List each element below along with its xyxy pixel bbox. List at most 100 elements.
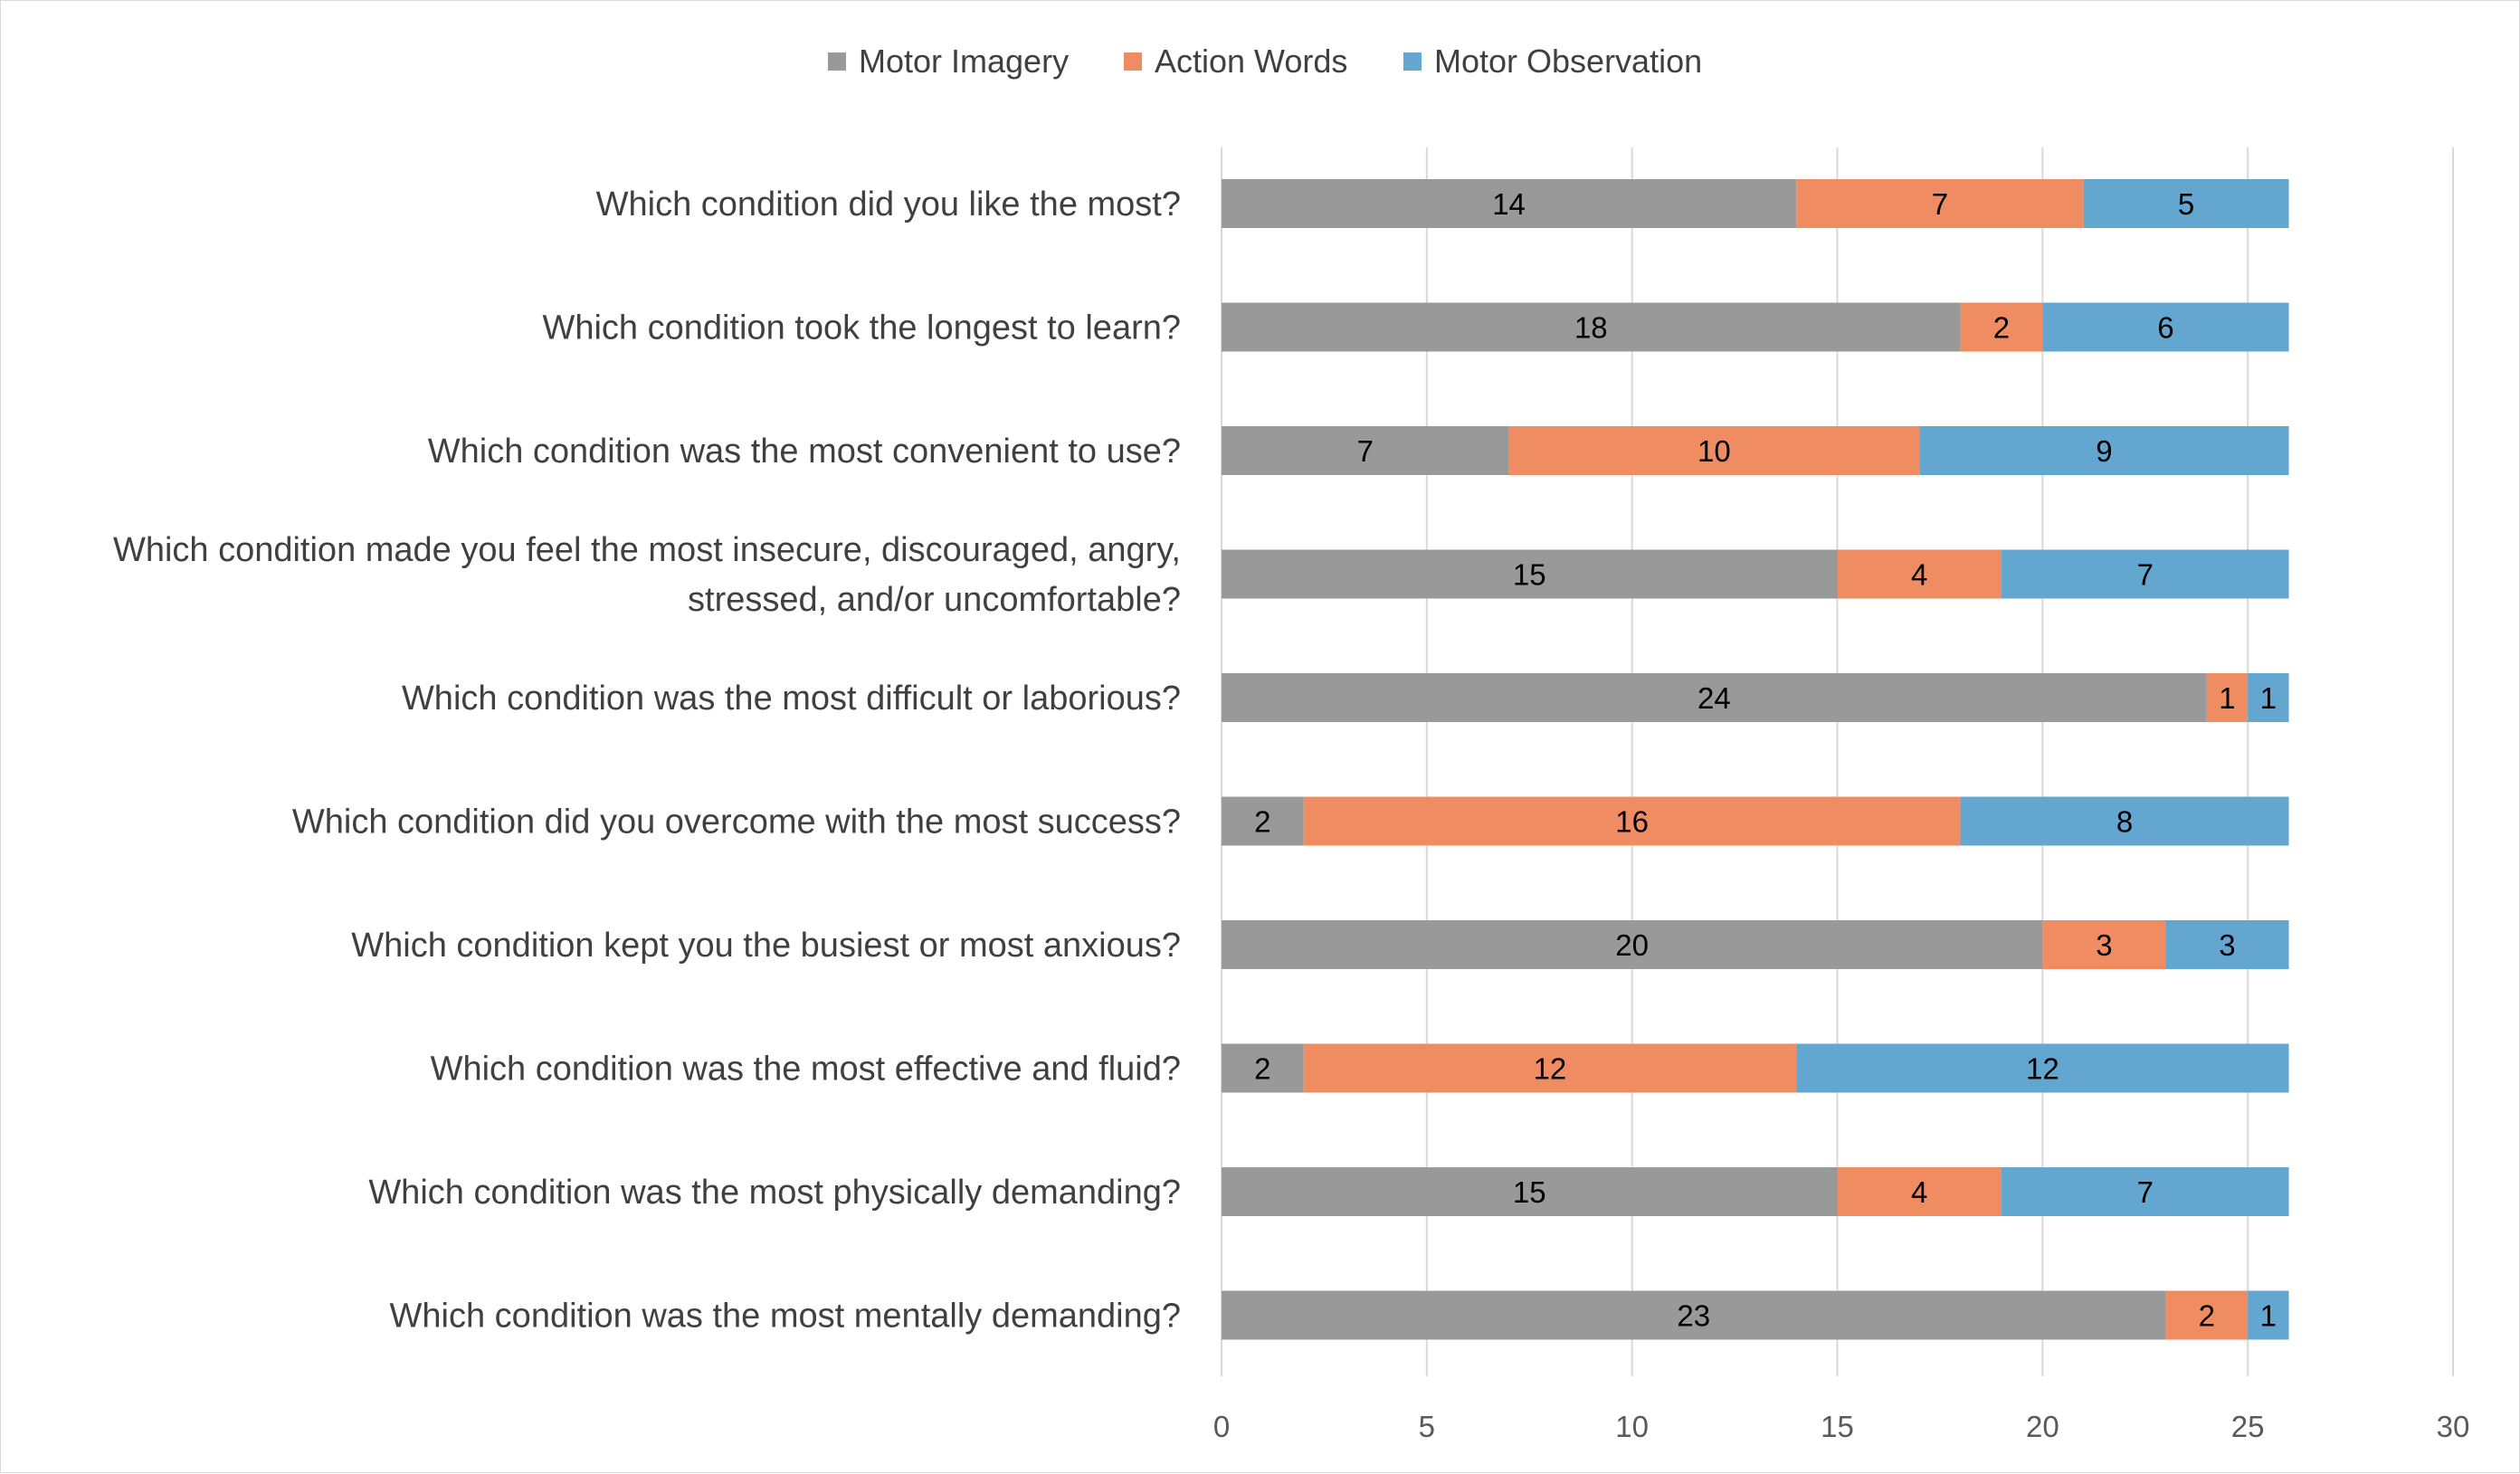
x-tick-label-20: 20 xyxy=(2026,1410,2059,1443)
data-label-action-words-3: 4 xyxy=(1911,558,1927,592)
category-label-2: Which condition was the most convenient … xyxy=(428,433,1181,471)
bar-motor-observation-2 xyxy=(1919,426,2289,475)
data-label-motor-imagery-8: 15 xyxy=(1513,1175,1546,1209)
data-label-action-words-6: 3 xyxy=(2096,928,2112,962)
category-label-line: Which condition made you feel the most i… xyxy=(113,531,1181,569)
category-label-line: Which condition kept you the busiest or … xyxy=(351,927,1181,965)
data-label-motor-observation-0: 5 xyxy=(2178,187,2194,221)
data-label-motor-observation-8: 7 xyxy=(2137,1175,2154,1209)
bar-action-words-4 xyxy=(2206,673,2249,722)
x-tick-label-5: 5 xyxy=(1419,1410,1435,1443)
data-label-motor-observation-3: 7 xyxy=(2137,558,2154,592)
data-label-action-words-0: 7 xyxy=(1932,187,1948,221)
category-label-8: Which condition was the most physically … xyxy=(368,1174,1181,1212)
x-tick-label-25: 25 xyxy=(2231,1410,2265,1443)
bar-action-words-2 xyxy=(1508,426,1920,475)
data-label-motor-observation-5: 8 xyxy=(2116,805,2133,839)
category-label-7: Which condition was the most effective a… xyxy=(431,1051,1181,1089)
data-label-motor-imagery-4: 24 xyxy=(1697,681,1731,715)
category-label-1: Which condition took the longest to lear… xyxy=(542,309,1181,347)
x-tick-label-0: 0 xyxy=(1213,1410,1230,1443)
x-tick-label-15: 15 xyxy=(1821,1410,1854,1443)
bar-motor-observation-7 xyxy=(1796,1043,2289,1093)
x-axis-tick-labels: 0 5 10 15 20 25 30 xyxy=(1213,1410,2470,1443)
data-label-motor-observation-4: 1 xyxy=(2260,681,2277,715)
legend-swatch-action-words xyxy=(1124,52,1142,71)
bar-action-words-0 xyxy=(1796,179,2084,228)
category-label-9: Which condition was the most mentally de… xyxy=(390,1298,1181,1336)
gridlines xyxy=(1221,147,2454,1376)
category-label-6: Which condition kept you the busiest or … xyxy=(351,927,1181,965)
data-label-motor-observation-2: 9 xyxy=(2096,434,2112,468)
data-label-motor-observation-1: 6 xyxy=(2157,311,2173,345)
data-label-motor-imagery-2: 7 xyxy=(1357,434,1374,468)
data-label-motor-imagery-1: 18 xyxy=(1574,311,1608,345)
bar-motor-observation-9 xyxy=(2248,1290,2289,1340)
bar-motor-observation-3 xyxy=(2001,549,2289,599)
category-label-line: Which condition was the most physically … xyxy=(368,1174,1181,1212)
category-label-line: Which condition did you overcome with th… xyxy=(292,804,1181,842)
category-label-5: Which condition did you overcome with th… xyxy=(292,804,1181,842)
bar-motor-imagery-4 xyxy=(1222,673,2207,722)
category-label-3: Which condition made you feel the most i… xyxy=(113,531,1181,619)
data-label-motor-imagery-6: 20 xyxy=(1615,928,1649,962)
data-label-action-words-9: 2 xyxy=(2199,1299,2215,1333)
data-label-motor-imagery-0: 14 xyxy=(1492,187,1526,221)
bar-action-words-3 xyxy=(1837,549,2002,599)
bar-action-words-1 xyxy=(1960,302,2043,352)
bar-motor-imagery-8 xyxy=(1222,1167,1838,1216)
bar-motor-imagery-6 xyxy=(1222,920,2043,969)
data-label-motor-observation-6: 3 xyxy=(2219,928,2235,962)
category-label-line: Which condition took the longest to lear… xyxy=(542,309,1181,347)
bar-motor-observation-0 xyxy=(2083,179,2289,228)
category-label-0: Which condition did you like the most? xyxy=(596,185,1181,223)
category-label-line: stressed, and/or uncomfortable? xyxy=(688,581,1181,619)
bar-motor-imagery-3 xyxy=(1222,549,1838,599)
category-label-line: Which condition was the most convenient … xyxy=(428,433,1181,471)
legend-label-action-words: Action Words xyxy=(1155,43,1347,80)
bars xyxy=(1222,179,2289,1340)
bar-motor-observation-4 xyxy=(2248,673,2289,722)
data-label-motor-imagery-3: 15 xyxy=(1513,558,1546,592)
bar-motor-imagery-0 xyxy=(1222,179,1797,228)
data-label-motor-imagery-7: 2 xyxy=(1254,1052,1270,1086)
data-label-action-words-4: 1 xyxy=(2219,681,2235,715)
data-label-action-words-5: 16 xyxy=(1615,805,1649,839)
bar-motor-observation-5 xyxy=(1960,796,2289,846)
data-label-motor-observation-7: 12 xyxy=(2026,1052,2059,1086)
category-labels: Which condition did you like the most? Wh… xyxy=(113,185,1181,1336)
data-label-motor-imagery-5: 2 xyxy=(1254,805,1270,839)
bar-motor-imagery-9 xyxy=(1222,1290,2166,1340)
bar-action-words-8 xyxy=(1837,1167,2002,1216)
bar-action-words-7 xyxy=(1303,1043,1797,1093)
bar-motor-imagery-2 xyxy=(1222,426,1509,475)
bar-motor-observation-8 xyxy=(2001,1167,2289,1216)
legend-swatch-motor-imagery xyxy=(828,52,846,71)
legend-swatch-motor-observation xyxy=(1403,52,1422,71)
category-label-line: Which condition was the most mentally de… xyxy=(390,1298,1181,1336)
x-tick-label-30: 30 xyxy=(2437,1410,2470,1443)
data-label-action-words-8: 4 xyxy=(1911,1175,1927,1209)
bar-action-words-5 xyxy=(1303,796,1961,846)
data-label-motor-imagery-9: 23 xyxy=(1677,1299,1710,1333)
x-tick-label-10: 10 xyxy=(1615,1410,1649,1443)
legend: Motor Imagery Action Words Motor Observati… xyxy=(828,43,1702,80)
category-label-line: Which condition was the most effective a… xyxy=(431,1051,1181,1089)
bar-motor-observation-1 xyxy=(2042,302,2289,352)
bar-motor-imagery-7 xyxy=(1222,1043,1304,1093)
category-label-line: Which condition was the most difficult o… xyxy=(402,680,1181,718)
legend-label-motor-imagery: Motor Imagery xyxy=(859,43,1069,80)
data-label-action-words-7: 12 xyxy=(1534,1052,1567,1086)
category-label-line: Which condition did you like the most? xyxy=(596,185,1181,223)
bar-action-words-6 xyxy=(2042,920,2166,969)
legend-label-motor-observation: Motor Observation xyxy=(1434,43,1702,80)
bar-action-words-9 xyxy=(2165,1290,2249,1340)
data-label-action-words-1: 2 xyxy=(1993,311,2010,345)
data-label-action-words-2: 10 xyxy=(1697,434,1731,468)
bar-motor-observation-6 xyxy=(2165,920,2289,969)
category-label-4: Which condition was the most difficult o… xyxy=(402,680,1181,718)
bar-motor-imagery-5 xyxy=(1222,796,1304,846)
data-label-motor-observation-9: 1 xyxy=(2260,1299,2277,1333)
